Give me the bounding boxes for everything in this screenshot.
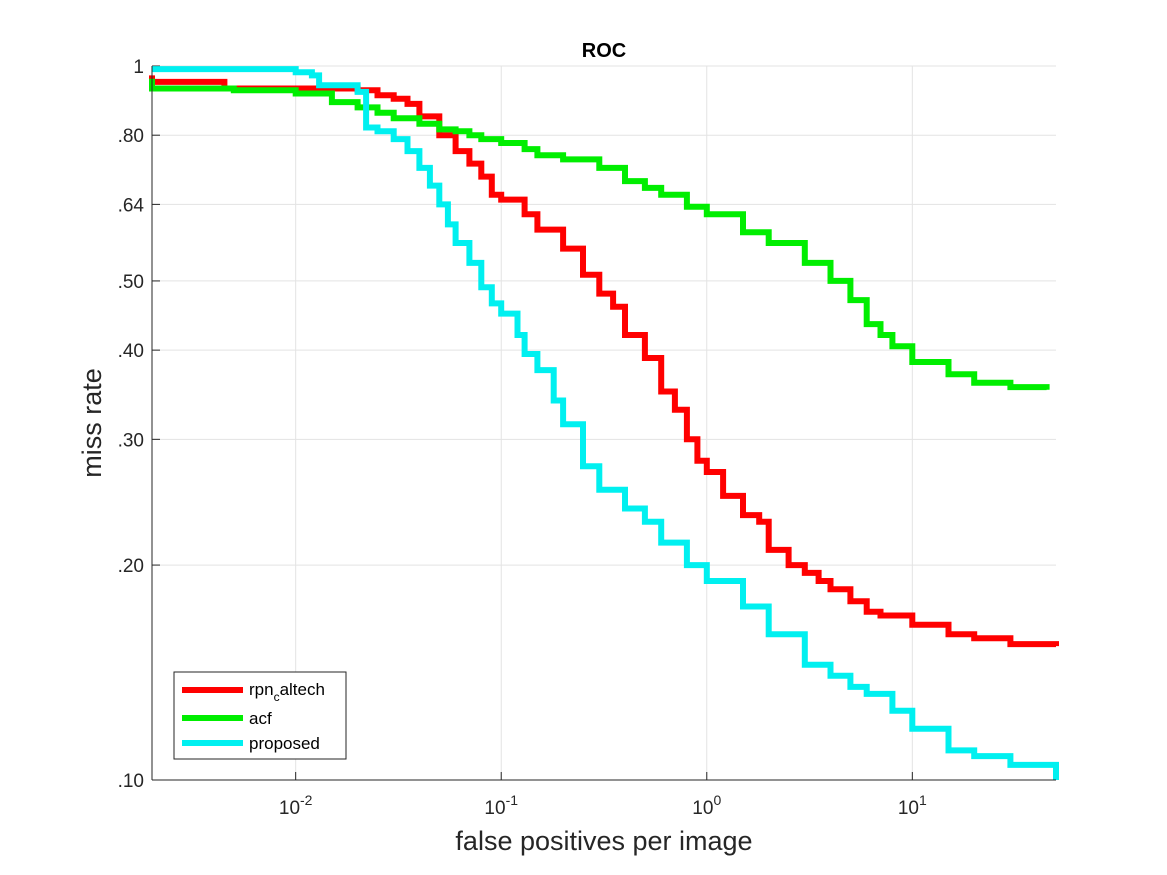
y-axis-label: miss rate	[77, 368, 107, 478]
x-tick-label: 10-1	[484, 792, 518, 819]
x-axis-label: false positives per image	[455, 826, 752, 856]
legend-label-acf: acf	[249, 709, 272, 728]
y-tick-label: .64	[118, 195, 145, 216]
series-lines	[149, 66, 1059, 780]
chart-title: ROC	[582, 40, 626, 62]
y-tick-label: .50	[118, 272, 144, 293]
x-tick-label: 100	[692, 792, 721, 819]
y-tick-label: .10	[118, 771, 144, 792]
y-tick-label: .80	[118, 126, 144, 147]
y-tick-label: .40	[118, 341, 144, 362]
legend-label-proposed: proposed	[249, 734, 320, 753]
x-tick-label: 10-2	[279, 792, 313, 819]
series-line-rpn-caltech	[149, 75, 1059, 648]
y-tick-labels: .10 .20 .30 .40 .50 .64 .80 1	[118, 57, 145, 792]
series-line-proposed	[152, 66, 1059, 780]
y-tick-label: .30	[118, 430, 144, 451]
legend: rpncaltech acf proposed	[173, 671, 347, 760]
series-line-acf	[149, 78, 1050, 391]
x-tick-label: 101	[898, 792, 927, 819]
plot-background	[152, 66, 1056, 780]
legend-label-rpn: rpncaltech	[249, 680, 325, 704]
y-tick-label: 1	[133, 57, 144, 78]
x-tick-labels: 10-2 10-1 100 101	[279, 792, 927, 819]
axes	[151, 66, 1056, 781]
y-tick-label: .20	[118, 556, 144, 577]
